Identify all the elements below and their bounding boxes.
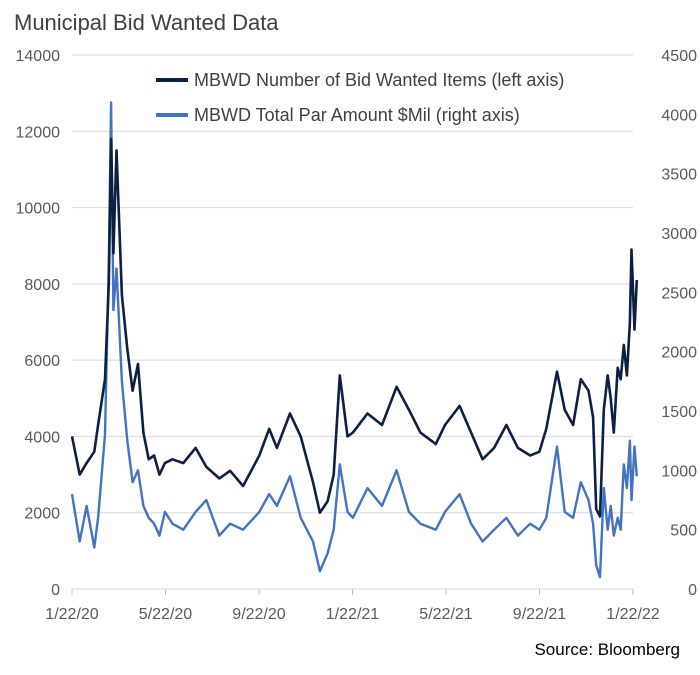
left-tick-label: 10000	[16, 201, 61, 218]
legend-label-par-amount: MBWD Total Par Amount $Mil (right axis)	[194, 105, 520, 125]
x-tick-label: 1/22/20	[45, 606, 98, 623]
left-tick-label: 2000	[24, 506, 60, 523]
series-line-par-amount	[70, 101, 638, 579]
x-axis: 1/22/20 5/22/20 9/22/20 1/22/21 5/22/21 9/22/…	[45, 589, 660, 623]
left-tick-label: 6000	[24, 353, 60, 370]
right-tick-label: 3500	[661, 167, 697, 184]
source-note: Source: Bloomberg	[534, 640, 680, 659]
legend: MBWD Number of Bid Wanted Items (left ax…	[156, 70, 564, 125]
left-tick-label: 0	[51, 582, 60, 599]
right-tick-label: 3000	[661, 226, 697, 243]
series-line-bid-items	[70, 137, 639, 518]
left-tick-label: 12000	[16, 124, 61, 141]
right-tick-label: 4000	[661, 107, 697, 124]
series-layer	[70, 101, 639, 579]
right-axis: 0 500 1000 1500 2000 2500 3000 3500 4000 4500	[661, 48, 697, 599]
x-tick-label: 9/22/20	[232, 606, 285, 623]
right-tick-label: 4500	[661, 48, 697, 65]
right-tick-label: 500	[670, 523, 697, 540]
chart-title: Municipal Bid Wanted Data	[14, 10, 279, 35]
left-axis: 0 2000 4000 6000 8000 10000 12000 14000	[16, 48, 61, 599]
x-tick-label: 5/22/21	[419, 606, 472, 623]
left-tick-label: 14000	[16, 48, 61, 65]
x-tick-label: 1/22/21	[326, 606, 379, 623]
right-tick-label: 2000	[661, 345, 697, 362]
right-tick-label: 1000	[661, 463, 697, 480]
x-tick-label: 5/22/20	[139, 606, 192, 623]
right-tick-label: 1500	[661, 404, 697, 421]
right-tick-label: 0	[688, 582, 697, 599]
x-tick-label: 1/22/22	[606, 606, 659, 623]
legend-label-bid-items: MBWD Number of Bid Wanted Items (left ax…	[194, 70, 564, 90]
left-tick-label: 8000	[24, 277, 60, 294]
right-tick-label: 2500	[661, 285, 697, 302]
left-tick-label: 4000	[24, 429, 60, 446]
x-tick-label: 9/22/21	[513, 606, 566, 623]
